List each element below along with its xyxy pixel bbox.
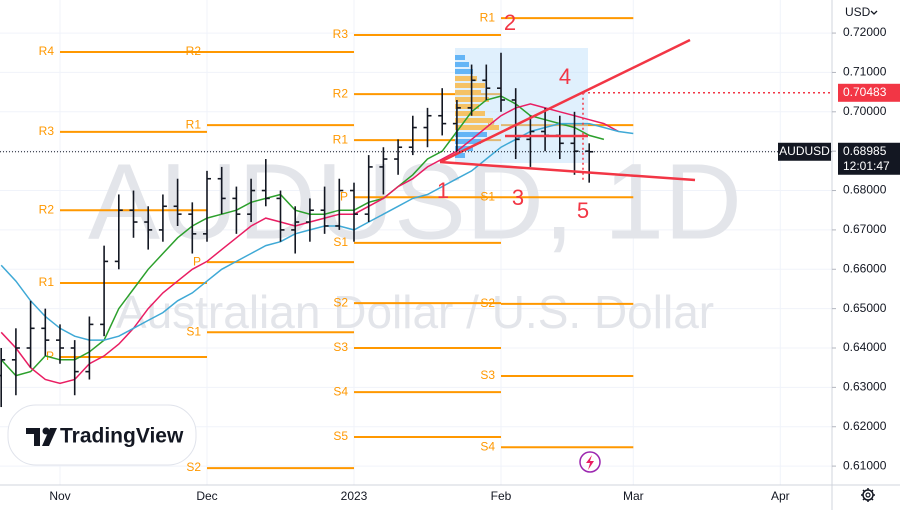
trend-line: [439, 160, 696, 182]
pivot-label: R1: [480, 10, 496, 24]
pivot-label: P: [340, 189, 348, 203]
logo: TradingView: [7, 404, 197, 466]
y-tick-label: 0.67000: [843, 222, 887, 236]
pivot-label: R3: [333, 27, 349, 41]
wave-label: 2: [504, 10, 516, 35]
symbol-tag-text: AUDUSD: [779, 144, 830, 158]
marked-price-text: 0.70483: [843, 85, 887, 99]
x-tick-label: Feb: [491, 489, 512, 503]
pivot-label: S1: [333, 235, 348, 249]
pivot-label: S2: [186, 460, 201, 474]
trend-line: [439, 38, 691, 164]
marked-price-tag: [838, 83, 900, 102]
profile-bar: [455, 125, 499, 130]
x-tick-label: 2023: [341, 489, 368, 503]
y-tick-label: 0.66000: [843, 261, 887, 275]
x-tick-label: Apr: [771, 489, 790, 503]
pivot-label: S3: [333, 340, 348, 354]
profile-bar: [455, 76, 477, 81]
settings-icon[interactable]: [861, 488, 875, 502]
moving-average: [0, 95, 605, 377]
currency-selector[interactable]: USD: [845, 5, 871, 19]
symbol-watermark: AUDUSD, 1D: [88, 141, 742, 262]
profile-bar: [455, 153, 465, 158]
logo-mark: [42, 427, 50, 435]
pivot-label: R2: [39, 202, 55, 216]
drawings: 1 2 3 4 5: [437, 10, 696, 223]
pivot-label: S1: [186, 324, 201, 338]
x-tick-label: Dec: [196, 489, 217, 503]
symbol-tag: [778, 142, 831, 161]
pivot-label: R1: [333, 132, 349, 146]
logo-text: TradingView: [60, 425, 184, 448]
wave-label: 3: [512, 185, 524, 210]
y-tick-label: 0.65000: [843, 301, 887, 315]
profile-bar: [455, 90, 481, 95]
y-tick-label: 0.68000: [843, 183, 887, 197]
last-price-text: 0.68985: [843, 144, 887, 158]
gear-hub: [865, 492, 871, 498]
y-tick-label: 0.71000: [843, 65, 887, 79]
y-tick-label: 0.64000: [843, 340, 887, 354]
profile-bar: [455, 104, 479, 109]
pivot-label: R1: [186, 117, 202, 131]
pivot-label: S2: [333, 295, 348, 309]
x-tick-label: Nov: [49, 489, 70, 503]
y-tick-label: 0.61000: [843, 458, 887, 472]
y-tick-label: 0.72000: [843, 25, 887, 39]
moving-average: [0, 122, 634, 341]
dropdown-caret: [870, 10, 878, 15]
pivot-label: S4: [333, 384, 348, 398]
y-tick-label: 0.62000: [843, 419, 887, 433]
description-watermark: Australian Dollar / U.S. Dollar: [116, 286, 714, 338]
pivot-label: P: [46, 349, 54, 363]
alert-bolt: [586, 455, 594, 470]
profile-bar: [455, 62, 469, 67]
pivot-label: S1: [480, 189, 495, 203]
pivot-label: P: [193, 254, 201, 268]
data-layer: [0, 52, 634, 408]
profile-bar: [455, 83, 485, 88]
wave-label: 5: [577, 198, 589, 223]
pivot-label: S5: [333, 429, 348, 443]
profile-bar: [455, 118, 493, 123]
alert-icon[interactable]: [579, 451, 601, 473]
profile-bar: [455, 146, 473, 151]
alert-circle[interactable]: [579, 451, 601, 473]
wave-label: 1: [437, 178, 449, 203]
pivot-label: R2: [333, 86, 349, 100]
profile-bar: [455, 132, 487, 137]
gear-teeth: [861, 488, 875, 502]
pivot-label: S2: [480, 296, 495, 310]
countdown-text: 12:01:47: [843, 159, 890, 173]
time-axis[interactable]: [0, 485, 832, 510]
logo-mark: [26, 428, 40, 446]
wave-label: 4: [559, 64, 571, 89]
x-tick-label: Mar: [623, 489, 644, 503]
pivot-label: S4: [480, 439, 495, 453]
logo-box[interactable]: [7, 404, 197, 466]
axis-layer: 0.61000 0.62000 0.63000 0.64000 0.65000 0.660…: [49, 25, 900, 503]
logo-mark: [42, 428, 57, 446]
y-tick-label: 0.63000: [843, 380, 887, 394]
profile-bar: [455, 69, 473, 74]
last-price-tag: [838, 142, 900, 175]
price-lines: [0, 92, 832, 182]
y-tick-label: 0.70000: [843, 104, 887, 118]
watermark: AUDUSD, 1D Australian Dollar / U.S. Doll…: [88, 141, 742, 339]
pivot-label: R2: [186, 44, 202, 58]
pivot-label: S3: [480, 368, 495, 382]
pivot-label: R4: [39, 44, 55, 58]
profile-bar: [455, 55, 465, 60]
pivot-label: R1: [39, 275, 55, 289]
pivot-label: R3: [39, 124, 55, 138]
